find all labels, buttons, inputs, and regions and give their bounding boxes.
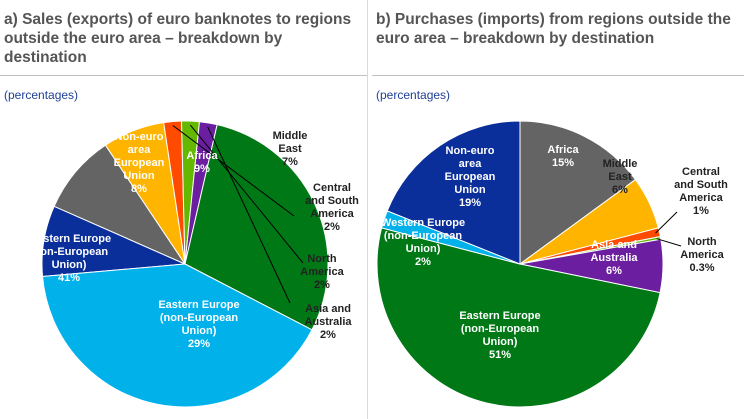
pie-chart-a: Non-euro area European Union 8% Africa 9% Middl…	[27, 120, 359, 408]
data-label-western-europe-non-european-union: Western Europe (non-European Union) 41%	[27, 233, 111, 284]
panel-divider	[367, 0, 368, 419]
data-label-eastern-europe-non-european-union: Eastern Europe (non-European Union) 29%	[158, 299, 239, 350]
pie-slice-non-euro-area-european-union	[386, 120, 521, 265]
data-label-western-europe-non-european-union: Western Europe (non-European Union) 2%	[381, 217, 465, 268]
data-label-north-america: North America 2%	[300, 253, 344, 291]
pie-slice-western-europe-non-european-union	[41, 263, 313, 408]
title-rule-b	[372, 75, 744, 76]
leader-line-central-and-south-america	[655, 211, 678, 234]
units-label-a: (percentages)	[4, 88, 79, 102]
chart-title-a: a) Sales (exports) of euro banknotes to …	[4, 11, 352, 66]
pie-slice-africa	[53, 144, 187, 266]
data-label-eastern-europe-non-european-union: Eastern Europe (non-European Union) 51%	[459, 310, 540, 361]
pie-slice-eastern-europe-non-european-union	[376, 227, 661, 408]
title-rule-a	[0, 75, 367, 76]
chart-title-b: b) Purchases (imports) from regions outs…	[376, 11, 731, 47]
pie-chart-b: Africa 15% Middle East 6% Central and South Ame…	[376, 120, 728, 408]
leader-line-asia-and-australia	[207, 126, 291, 304]
leader-line-north-america	[189, 124, 304, 264]
data-label-africa: Africa 15%	[547, 144, 579, 169]
leader-line-north-america	[656, 238, 682, 247]
data-label-asia-and-australia: Asia and Australia 2%	[304, 303, 352, 341]
data-label-central-and-south-america: Central and South America 1%	[674, 166, 728, 217]
pie-slice-eastern-europe-non-european-union	[184, 124, 329, 331]
pie-slice-africa	[519, 120, 637, 265]
chart-panel-a: a) Sales (exports) of euro banknotes to …	[0, 0, 367, 419]
leader-line-central-and-south-america	[172, 125, 295, 217]
data-label-asia-and-australia: Asia and Australia 6%	[590, 239, 638, 277]
data-label-non-euro-area-european-union: Non-euro area European Union 19%	[445, 145, 496, 209]
data-label-north-america: North America 0.3%	[680, 236, 724, 274]
data-label-africa: Africa 9%	[186, 150, 218, 175]
units-label-b: (percentages)	[376, 88, 451, 102]
data-label-middle-east: Middle East 6%	[603, 158, 638, 196]
chart-panel-b: b) Purchases (imports) from regions outs…	[372, 0, 744, 419]
data-label-central-and-south-america: Central and South America 2%	[305, 182, 359, 233]
data-label-non-euro-area-european-union: Non-euro area European Union 8%	[114, 131, 165, 195]
data-label-middle-east: Middle East 7%	[273, 130, 308, 168]
